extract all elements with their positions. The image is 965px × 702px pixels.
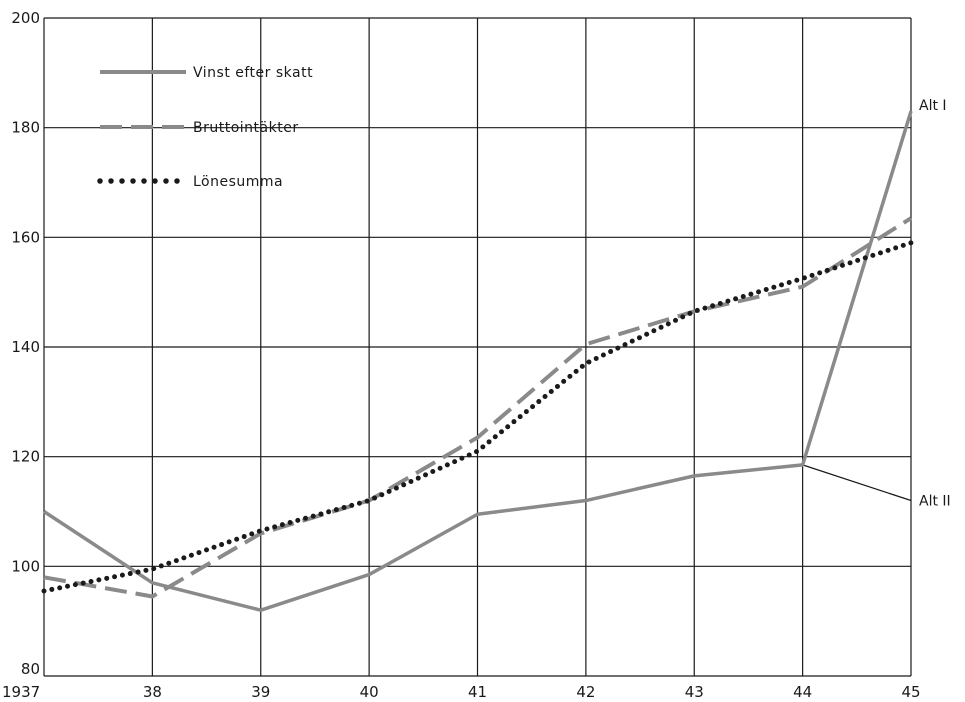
x-tick-label: 43 bbox=[685, 683, 704, 701]
y-tick-label: 120 bbox=[11, 448, 40, 466]
x-axis-ticks: 1937 38 39 40 41 42 43 44 45 bbox=[2, 683, 921, 701]
series-line-3 bbox=[41, 240, 914, 594]
y-tick-label: 160 bbox=[11, 228, 40, 246]
legend-label: Vinst efter skatt bbox=[193, 65, 313, 81]
annotation-label: Alt II bbox=[919, 494, 951, 510]
x-tick-label: 45 bbox=[901, 683, 920, 701]
legend: Vinst efter skatt Bruttointäkter Lönesumma bbox=[97, 65, 313, 190]
series-line-2 bbox=[43, 216, 913, 599]
legend-label: Bruttointäkter bbox=[193, 120, 299, 136]
x-tick-label: 41 bbox=[468, 683, 487, 701]
chart-grid bbox=[43, 17, 912, 677]
series-layer bbox=[41, 110, 914, 612]
y-tick-label: 80 bbox=[21, 660, 40, 678]
y-tick-label: 140 bbox=[11, 338, 40, 356]
y-axis-ticks: 80 100 120 140 160 180 200 bbox=[11, 9, 40, 678]
x-tick-label: 40 bbox=[360, 683, 379, 701]
x-tick-label: 44 bbox=[793, 683, 812, 701]
y-tick-label: 180 bbox=[11, 119, 40, 137]
annotation-label: Alt I bbox=[919, 98, 947, 114]
x-tick-label: 1937 bbox=[2, 683, 40, 701]
y-tick-label: 200 bbox=[11, 9, 40, 27]
series-line-alt-ii bbox=[802, 464, 912, 502]
legend-label: Lönesumma bbox=[193, 174, 283, 190]
x-tick-label: 42 bbox=[576, 683, 595, 701]
x-tick-label: 39 bbox=[251, 683, 270, 701]
x-tick-label: 38 bbox=[143, 683, 162, 701]
annotations: Alt I Alt II bbox=[919, 98, 951, 509]
y-tick-label: 100 bbox=[11, 557, 40, 575]
series-line-1 bbox=[43, 110, 913, 612]
